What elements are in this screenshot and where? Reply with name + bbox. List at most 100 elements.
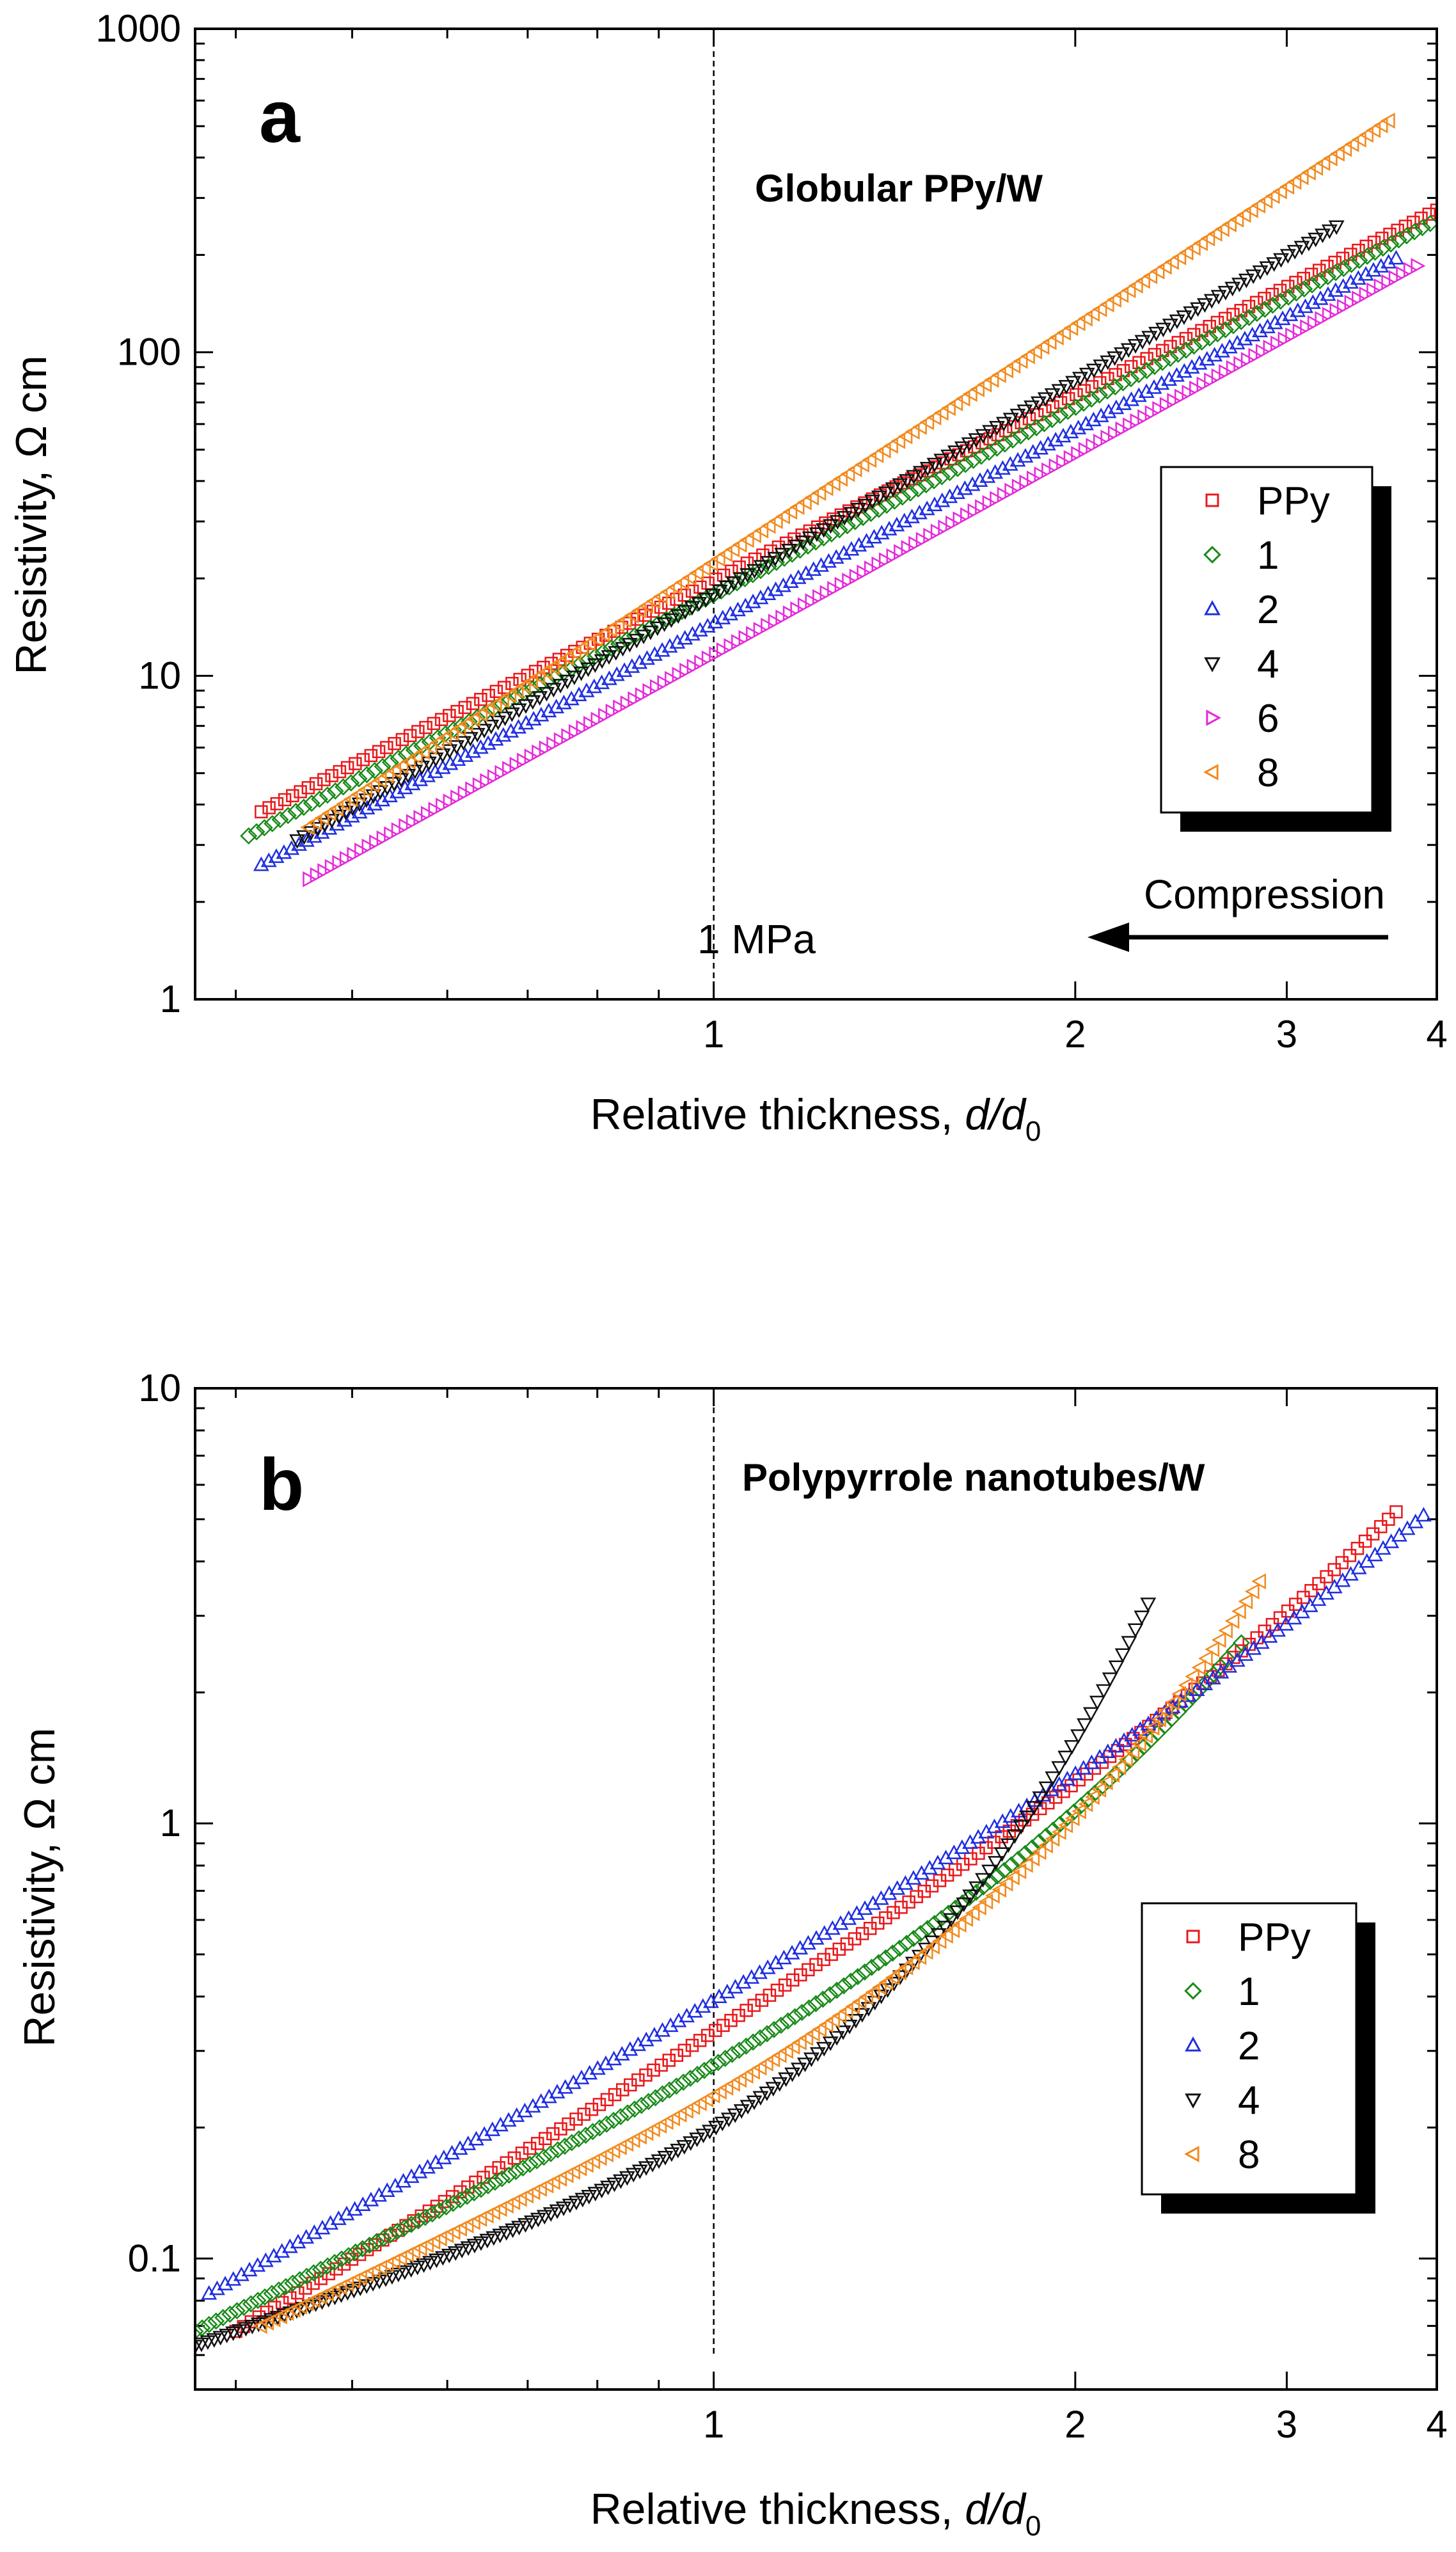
data-point [541,702,557,718]
data-point [559,649,574,666]
data-point [954,441,970,456]
data-point [1033,440,1049,455]
data-point [518,699,534,714]
data-point [782,503,798,520]
data-point [497,681,511,694]
y-axis-title: Resistivity, Ω cm [15,1727,64,2047]
data-point [465,743,481,758]
data-point [1207,225,1223,242]
data-point [1273,253,1289,268]
data-point [542,2207,559,2222]
data-point [276,844,292,859]
data-point [654,2085,671,2103]
data-point [848,1905,865,1920]
data-point [945,1922,960,1938]
data-point [552,654,567,670]
data-point [851,537,867,552]
data-point [571,686,587,702]
data-point [754,522,769,539]
data-point [253,856,269,871]
legend-item-2: 2 [1204,588,1279,632]
data-point [523,673,538,690]
data-point [990,491,1004,507]
data-point [347,2201,363,2216]
data-point [941,464,959,482]
data-point [710,551,725,567]
data-point [434,713,448,726]
data-point [1350,270,1366,285]
data-point [1038,1781,1055,1796]
data-point [628,691,643,708]
data-point [311,790,328,808]
data-point [1411,258,1426,274]
data-point [862,452,877,468]
data-point [709,2054,727,2072]
data-point [1176,310,1192,326]
data-point [670,592,683,606]
data-point [863,1958,881,1976]
plot-frame [194,28,1438,1001]
data-point [1009,1850,1027,1868]
data-point [1085,306,1100,322]
data-point [665,670,679,687]
data-point [673,603,691,621]
data-point [397,745,415,763]
data-point [577,2107,590,2121]
data-point [300,819,315,836]
data-point [661,638,678,653]
data-point [977,376,992,393]
data-point [207,2312,225,2330]
data-point [397,2265,413,2280]
data-point [1388,250,1404,265]
data-point [372,772,387,789]
data-point [934,492,951,507]
data-point [791,2063,807,2077]
data-point [633,2096,651,2114]
data-point [472,777,487,793]
data-point [1043,411,1061,429]
data-point [1025,1850,1040,1867]
data-point [1183,306,1199,321]
data-point [878,496,896,514]
data-point [306,2224,322,2239]
data-point [1151,1711,1166,1727]
data-point [507,2151,521,2165]
data-point [1290,302,1306,317]
data-point [404,775,421,791]
data-point [681,598,699,616]
data-point [507,2162,525,2180]
data-point [898,1959,914,1976]
data-point [905,1930,922,1947]
data-point [314,2295,331,2310]
data-point [532,691,548,706]
data-point [737,2037,755,2055]
data-point [1264,296,1281,314]
data-point [1035,415,1053,432]
data-point [479,2233,496,2249]
data-point [937,1921,953,1936]
data-point [533,2093,550,2108]
data-point [1026,470,1041,487]
data-point [1017,1844,1034,1862]
data-point [249,2257,266,2272]
data-point [1009,452,1026,467]
data-point [1265,1617,1279,1631]
data-point [630,2036,647,2051]
data-point [1144,405,1160,422]
data-point [437,729,452,746]
data-point [1251,197,1266,214]
data-point [468,2130,484,2146]
legend-item-4: 4 [1185,2079,1260,2123]
data-point [646,2027,663,2042]
data-point [368,2233,385,2251]
data-point [759,1959,776,1974]
data-point [933,454,950,468]
data-point [961,437,977,452]
legend-marker [1204,657,1221,672]
data-point [894,488,912,506]
data-point [1004,431,1022,449]
legend-label: 1 [1238,1970,1260,2014]
data-point [733,2104,750,2119]
data-point [466,711,480,727]
data-point [951,1916,967,1933]
